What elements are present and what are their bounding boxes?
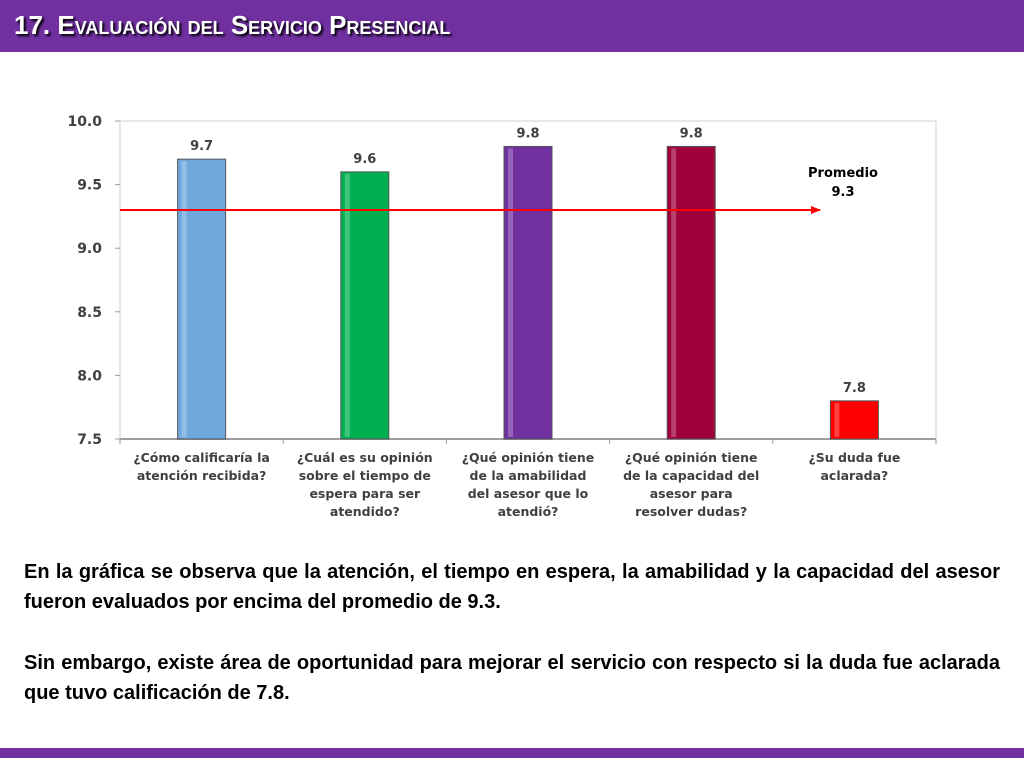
bar <box>177 158 227 440</box>
bar-chart: 7.5 8.0 8.5 9.0 9.5 10.0 9.7 ¿Cómo calificaría … <box>67 114 937 519</box>
bar-highlight <box>181 161 187 437</box>
bar-highlight <box>344 173 350 437</box>
bar-value-label: 9.7 <box>190 139 213 154</box>
bar <box>666 145 716 440</box>
y-tick-label: 7.5 <box>77 432 102 448</box>
y-tick-label: 8.5 <box>77 305 102 321</box>
slide-title: 17. Evaluación del Servicio Presencial <box>14 10 451 40</box>
category-label: ¿Qué opinión tiene de la capacidad del ase… <box>623 450 759 519</box>
bar-highlight <box>508 148 513 437</box>
bar-value-label: 9.6 <box>353 152 376 167</box>
y-tick-label: 9.5 <box>77 178 102 194</box>
bar-highlight <box>671 148 677 437</box>
summary-paragraph: En la gráfica se observa que la atención… <box>24 561 1000 613</box>
bar-value-label: 9.8 <box>680 126 703 141</box>
bar <box>829 400 879 440</box>
y-tick-label: 10.0 <box>67 114 102 130</box>
opportunity-paragraph: Sin embargo, existe área de oportunidad … <box>24 652 1000 704</box>
category-label: ¿Cómo calificaría la atención recibida? <box>133 450 269 483</box>
bar-value-label: 9.8 <box>516 126 539 141</box>
y-tick-label: 8.0 <box>77 368 102 384</box>
footer-bar <box>0 748 1024 758</box>
title-bar: 17. Evaluación del Servicio Presencial <box>0 0 1024 52</box>
average-label: Promedio 9.3 <box>808 166 878 200</box>
bar-highlight <box>834 402 840 437</box>
category-label: ¿Cuál es su opinión sobre el tiempo de esp… <box>297 450 433 519</box>
bar <box>503 145 553 440</box>
y-tick-label: 9.0 <box>77 241 102 257</box>
bar <box>340 171 390 440</box>
category-label: ¿Qué opinión tiene de la amabilidad del as… <box>462 450 595 519</box>
bar-value-label: 7.8 <box>843 381 866 396</box>
category-label: ¿Su duda fue aclarada? <box>808 450 900 483</box>
